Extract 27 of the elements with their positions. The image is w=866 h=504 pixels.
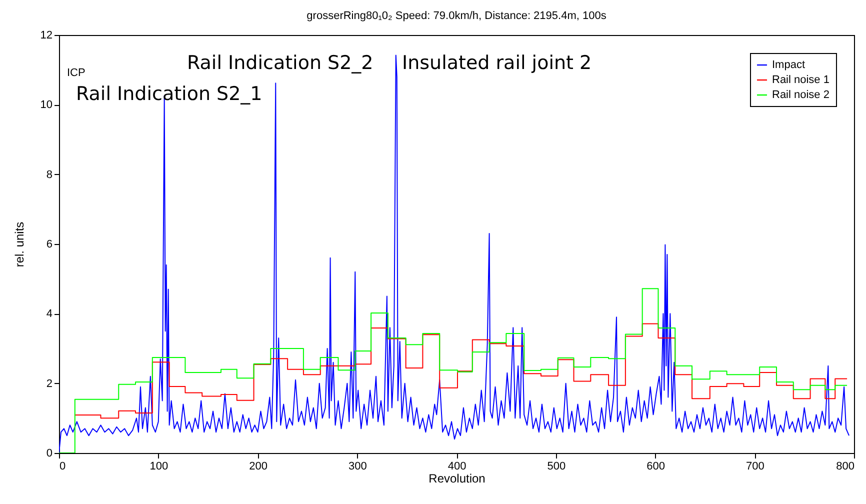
annotation: Insulated rail joint 2	[402, 52, 592, 74]
line-series	[59, 54, 850, 453]
y-tick-label: 2	[46, 378, 52, 390]
x-tick-label: 600	[646, 460, 665, 472]
annotation: ICP	[67, 67, 86, 79]
x-tick-label: 700	[746, 460, 764, 472]
y-tick-label: 0	[46, 448, 52, 460]
legend-label: Impact	[772, 59, 806, 71]
y-tick-label: 8	[46, 168, 52, 181]
x-tick-label: 500	[547, 460, 566, 472]
y-axis-title: rel. units	[12, 222, 26, 268]
annotation: Rail Indication S2_2	[187, 52, 374, 74]
x-tick-label: 800	[836, 460, 854, 472]
y-tick-label: 6	[46, 238, 52, 250]
legend-label: Rail noise 1	[772, 74, 830, 86]
x-tick-label: 300	[348, 460, 367, 472]
legend-label: Rail noise 2	[772, 89, 830, 101]
x-tick-label: 200	[249, 460, 268, 472]
y-tick-label: 4	[46, 308, 52, 320]
x-axis-title: Revolution	[428, 472, 486, 486]
x-tick-label: 0	[60, 460, 66, 472]
y-tick-label: 10	[40, 99, 52, 112]
y-tick-label: 12	[40, 30, 52, 42]
x-tick-label: 100	[150, 460, 168, 472]
annotation: Rail Indication S2_1	[76, 83, 262, 105]
x-tick-label: 400	[448, 460, 466, 472]
chart-title: grosserRing80₁0₂ Speed: 79.0km/h, Distance: 2195.4m, 100s	[306, 10, 607, 22]
